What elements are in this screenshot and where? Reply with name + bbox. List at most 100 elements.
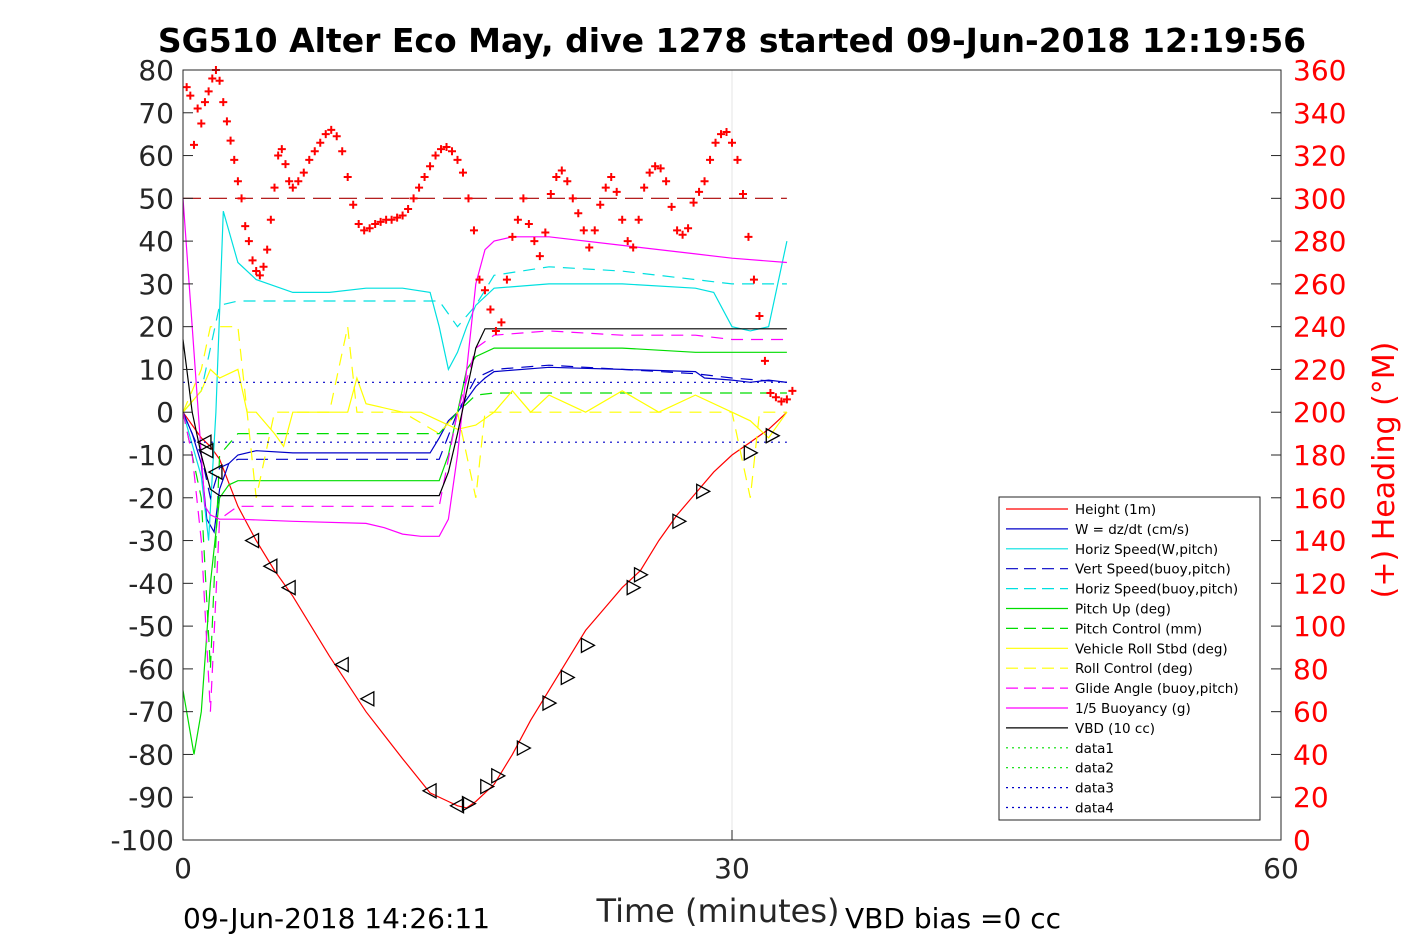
heading-point [263, 245, 272, 254]
ascent-marker [491, 767, 507, 784]
heading-point [426, 162, 435, 171]
heading-point [182, 83, 191, 92]
heading-point [557, 166, 566, 175]
heading-point [294, 177, 303, 186]
heading-point [197, 119, 206, 128]
legend-label: 1/5 Buoyancy (g) [1075, 701, 1191, 717]
heading-point [678, 230, 687, 239]
heading-point [722, 128, 731, 137]
heading-point [464, 194, 473, 203]
heading-point [409, 194, 418, 203]
left-tick-label: -10 [128, 439, 174, 472]
ascent-marker [580, 637, 596, 654]
right-tick-label: 100 [1293, 610, 1346, 643]
right-tick-label: 60 [1293, 696, 1329, 729]
heading-point [596, 200, 605, 209]
heading-point [338, 147, 347, 156]
heading-point [695, 187, 704, 196]
heading-point [241, 222, 250, 231]
descent-marker [421, 782, 437, 799]
series-line [182, 326, 787, 498]
legend-label: W = dz/dt (cm/s) [1075, 522, 1189, 538]
legend-label: Vehicle Roll Stbd (deg) [1075, 641, 1228, 657]
markers-layer [182, 66, 797, 814]
left-tick-label: -20 [128, 482, 174, 515]
right-tick-label: 220 [1293, 353, 1346, 386]
heading-point [458, 168, 467, 177]
heading-point [738, 190, 747, 199]
heading-point [299, 168, 308, 177]
heading-point [546, 190, 555, 199]
heading-point [766, 388, 775, 397]
legend-label: data4 [1075, 801, 1114, 817]
right-tick-label: 80 [1293, 653, 1329, 686]
left-tick-label: 20 [138, 311, 174, 344]
descent-marker [207, 464, 223, 481]
heading-point [755, 311, 764, 320]
left-tick-label: -40 [128, 567, 174, 600]
heading-point [431, 151, 440, 160]
heading-point [788, 386, 797, 395]
heading-point [563, 177, 572, 186]
heading-point [502, 275, 511, 284]
bottom-tick-label: 0 [174, 852, 192, 885]
heading-point [442, 143, 451, 151]
heading-point [398, 211, 407, 220]
heading-point [629, 243, 638, 252]
heading-point [535, 252, 544, 261]
legend-label: Pitch Control (mm) [1075, 621, 1202, 637]
right-tick-label: 180 [1293, 439, 1346, 472]
heading-point [733, 155, 742, 164]
heading-point [513, 215, 522, 224]
right-tick-label: 120 [1293, 567, 1346, 600]
heading-point [749, 275, 758, 284]
heading-point [497, 318, 506, 327]
heading-point [219, 98, 228, 107]
heading-point [519, 194, 528, 203]
bottom-tick-label: 60 [1263, 852, 1299, 885]
heading-point [684, 224, 693, 233]
ascent-marker [672, 513, 688, 530]
footer-timestamp: 09-Jun-2018 14:26:11 [183, 902, 490, 935]
heading-point [645, 168, 654, 177]
descent-marker [262, 558, 278, 575]
series-line [182, 198, 787, 537]
left-tick-label: -100 [110, 824, 174, 857]
footer-vbd-bias: VBD bias =0 cc [845, 902, 1061, 935]
heading-point [728, 138, 736, 147]
heading-point [365, 224, 374, 233]
heading-point [316, 138, 325, 147]
legend-label: data1 [1075, 741, 1114, 757]
heading-point [662, 177, 671, 186]
left-tick-label: -30 [128, 525, 174, 558]
heading-point [186, 91, 195, 100]
heading-point [448, 147, 457, 156]
heading-point [204, 87, 213, 96]
heading-point [252, 267, 261, 276]
bottom-axis: 0 30 60 [174, 830, 1299, 885]
series-line [182, 364, 787, 501]
left-tick-label: 30 [138, 268, 174, 301]
ascent-marker [461, 795, 477, 812]
left-tick-label: 40 [138, 225, 174, 258]
legend-label: data3 [1075, 781, 1114, 797]
ascent-marker [633, 566, 649, 583]
heading-point [420, 172, 429, 181]
heading-point [343, 172, 352, 181]
heading-point [404, 205, 413, 214]
series-line [182, 328, 787, 497]
heading-point [744, 232, 753, 241]
ascent-marker [516, 739, 532, 757]
heading-point [590, 226, 599, 235]
heading-point [230, 155, 239, 164]
heading-point [706, 155, 715, 164]
heading-point [387, 215, 396, 224]
legend-box [998, 496, 1261, 821]
right-axis: 3603403203002802602402202001801601401201… [1271, 54, 1346, 857]
heading-point [233, 177, 242, 186]
right-tick-label: 160 [1293, 482, 1346, 515]
legend-label: Vert Speed(buoy,pitch) [1075, 562, 1231, 578]
heading-point [360, 226, 369, 235]
heading-point [667, 202, 676, 211]
heading-point [285, 177, 294, 186]
